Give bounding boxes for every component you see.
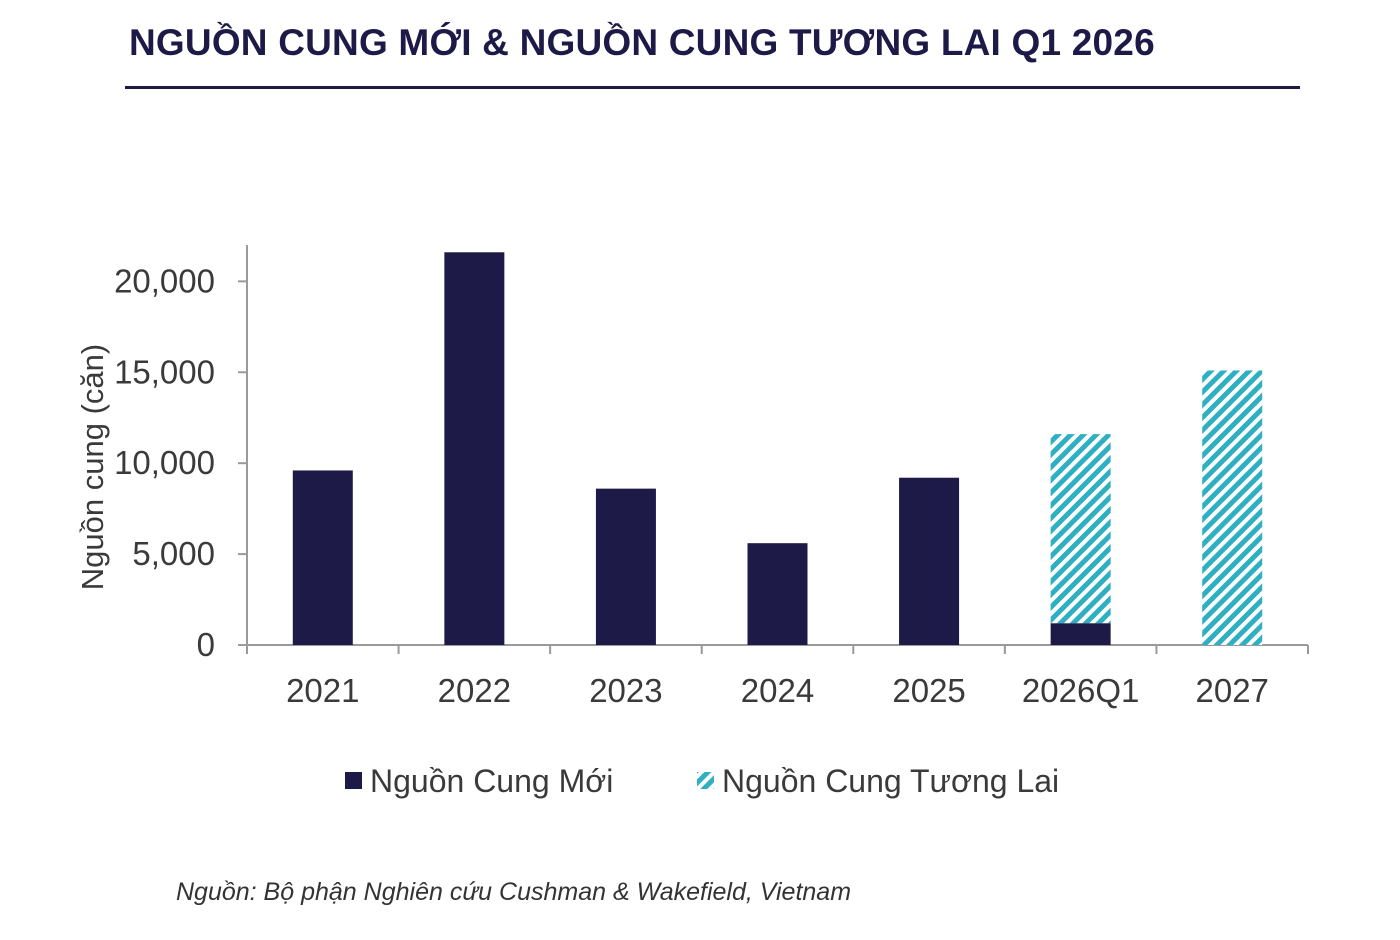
y-axis: 0 5,000 10,000 15,000 20,000 Nguồn cung (căn) — [75, 245, 248, 663]
page-title: NGUỒN CUNG MỚI & NGUỒN CUNG TƯƠNG LAI Q1… — [129, 22, 1155, 63]
bar-new-supply — [899, 477, 960, 645]
bars — [292, 252, 1263, 646]
y-tick-label: 10,000 — [114, 444, 215, 481]
legend-future-supply-swatch — [697, 772, 714, 789]
title-divider — [125, 86, 1300, 89]
x-tick-label: 2025 — [892, 672, 965, 709]
supply-bar-chart: 0 5,000 10,000 15,000 20,000 Nguồn cung (căn)… — [75, 245, 1309, 799]
bar-future-supply — [1202, 370, 1263, 645]
bar-new-supply — [1050, 623, 1111, 645]
x-tick-label: 2022 — [438, 672, 511, 709]
x-tick-label: 2026Q1 — [1022, 672, 1139, 709]
x-tick-label: 2021 — [286, 672, 359, 709]
bar-new-supply — [595, 488, 656, 645]
legend-new-supply-swatch — [345, 772, 362, 789]
source-note: Nguồn: Bộ phận Nghiên cứu Cushman & Wake… — [176, 878, 852, 906]
x-axis: 2021 2022 2023 2024 2025 2026Q1 2027 — [246, 644, 1309, 709]
legend-new-supply-label: Nguồn Cung Mới — [370, 763, 613, 799]
y-axis-title: Nguồn cung (căn) — [75, 344, 110, 590]
bar-new-supply — [444, 252, 505, 646]
y-tick-label: 15,000 — [114, 353, 215, 390]
y-tick-label: 5,000 — [132, 535, 215, 572]
x-tick-label: 2023 — [589, 672, 662, 709]
legend-future-supply-label: Nguồn Cung Tương Lai — [722, 763, 1059, 799]
x-tick-label: 2027 — [1196, 672, 1269, 709]
bar-future-supply — [1050, 434, 1111, 624]
bar-new-supply — [292, 470, 353, 645]
x-tick-label: 2024 — [741, 672, 814, 709]
legend: Nguồn Cung Mới Nguồn Cung Tương Lai — [345, 763, 1059, 799]
y-tick-label: 0 — [197, 626, 215, 663]
bar-new-supply — [747, 543, 808, 645]
y-tick-label: 20,000 — [114, 262, 215, 299]
